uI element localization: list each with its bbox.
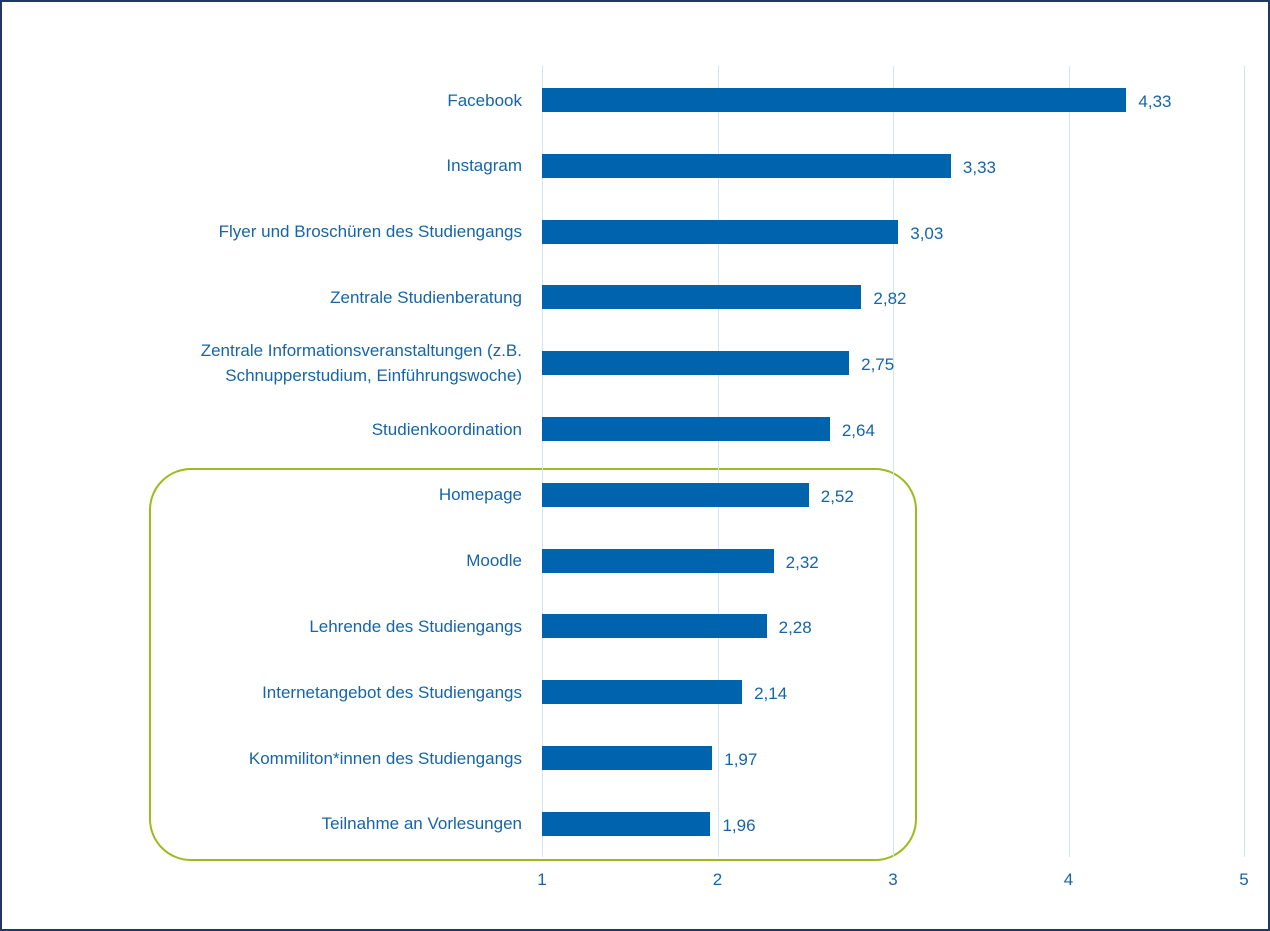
data-label: 1,96 [722, 815, 756, 835]
data-label: 2,32 [785, 552, 819, 572]
x-tick-label: 5 [1239, 870, 1249, 889]
category-label: Flyer und Broschüren des Studiengangs [218, 222, 522, 242]
data-label: 2,75 [861, 355, 895, 375]
highlight-box [149, 468, 917, 861]
bar [542, 482, 809, 507]
bar [542, 548, 774, 573]
category-label: Teilnahme an Vorlesungen [321, 814, 522, 834]
grid-line [1244, 66, 1245, 857]
bar [542, 153, 951, 178]
data-label: 2,64 [841, 421, 875, 440]
bar [542, 285, 862, 310]
bar [542, 351, 850, 376]
category-label: Zentrale Informationsveranstaltungen (z.… [200, 341, 522, 386]
x-tick-label: 2 [712, 870, 723, 889]
data-label: 2,28 [778, 618, 812, 638]
category-label: Moodle [466, 551, 522, 571]
x-tick-label: 1 [537, 870, 547, 889]
bar [542, 811, 711, 836]
data-label: 4,33 [1138, 92, 1172, 111]
x-tick-label: 4 [1063, 870, 1074, 889]
data-label: 3,33 [962, 157, 996, 177]
category-label: Kommiliton*innen des Studiengangs [248, 748, 522, 768]
category-label: Instagram [446, 156, 522, 176]
grid-line [542, 66, 543, 857]
data-label: 1,97 [724, 750, 758, 769]
category-label: Homepage [438, 485, 522, 505]
data-label: 2,14 [754, 684, 788, 704]
bar [542, 614, 767, 639]
grid-line [893, 66, 894, 857]
bar [542, 417, 830, 441]
data-label: 2,82 [873, 289, 907, 309]
bar [542, 746, 713, 770]
grid-line [1068, 66, 1070, 857]
bar [542, 680, 743, 705]
data-label: 3,03 [910, 223, 944, 243]
category-label: Zentrale Studienberatung [330, 287, 522, 307]
x-tick-label: 3 [888, 870, 898, 889]
bar [542, 219, 899, 244]
grid-line [717, 66, 719, 857]
category-label: Studienkoordination [371, 419, 522, 439]
category-label: Lehrende des Studiengangs [309, 616, 522, 636]
data-label: 2,52 [820, 486, 854, 506]
bar [542, 88, 1127, 112]
category-label: Facebook [447, 90, 522, 110]
category-label: Internetangebot des Studiengangs [262, 682, 522, 702]
